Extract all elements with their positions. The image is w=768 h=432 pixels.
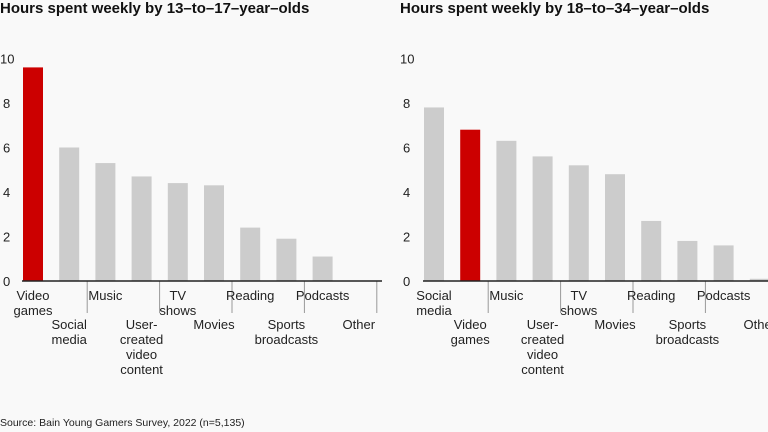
- x-tick-label: Sports: [669, 317, 707, 332]
- x-tick-label: TV: [570, 288, 587, 303]
- x-tick-label: Music: [489, 288, 523, 303]
- y-tick-label: 2: [403, 230, 410, 245]
- x-tick-label: TV: [169, 288, 186, 303]
- bar: [677, 240, 698, 281]
- x-tick-label: Reading: [627, 288, 675, 303]
- bar: [713, 245, 734, 281]
- y-tick-label: 0: [3, 274, 10, 289]
- chart-title-left: Hours spent weekly by 13–to–17–year–olds: [0, 0, 310, 17]
- x-tick-label: video: [126, 347, 157, 362]
- bar: [496, 140, 517, 281]
- x-tick-label: broadcasts: [656, 332, 720, 347]
- bar: [605, 174, 625, 281]
- x-tick-label: Movies: [594, 317, 636, 332]
- x-tick-label: shows: [159, 303, 196, 318]
- x-tick-label: content: [521, 362, 564, 377]
- bar: [424, 107, 444, 281]
- bar: [240, 227, 261, 281]
- x-tick-label: created: [521, 332, 564, 347]
- source-note: Source: Bain Young Gamers Survey, 2022 (…: [0, 417, 245, 429]
- x-tick-label: Sports: [268, 317, 306, 332]
- bar: [568, 165, 589, 281]
- x-tick-label: Video: [16, 288, 49, 303]
- y-tick-label: 8: [403, 96, 410, 111]
- bar: [131, 176, 152, 281]
- x-tick-label: Video: [454, 317, 487, 332]
- y-tick-label: 6: [403, 141, 410, 156]
- x-tick-label: media: [416, 303, 452, 318]
- bar: [59, 147, 80, 281]
- x-tick-label: video: [527, 347, 558, 362]
- x-tick-label: Music: [88, 288, 122, 303]
- bar: [749, 278, 768, 281]
- x-tick-label: Other: [343, 317, 376, 332]
- bar: [532, 156, 553, 281]
- x-tick-label: Social: [416, 288, 452, 303]
- bar: [95, 163, 116, 281]
- y-tick-label: 4: [403, 185, 410, 200]
- y-tick-label: 6: [3, 141, 10, 156]
- x-tick-label: shows: [560, 303, 597, 318]
- x-tick-label: Movies: [193, 317, 235, 332]
- y-tick-label: 2: [3, 230, 10, 245]
- y-tick-label: 4: [3, 185, 10, 200]
- x-tick-label: User-: [126, 317, 158, 332]
- y-tick-label: 0: [403, 274, 410, 289]
- x-tick-label: Social: [51, 317, 87, 332]
- x-tick-label: Podcasts: [296, 288, 350, 303]
- bar: [276, 238, 297, 281]
- y-tick-label: 10: [0, 52, 14, 67]
- x-tick-label: Other: [744, 317, 768, 332]
- bar: [460, 129, 481, 281]
- x-tick-label: broadcasts: [255, 332, 319, 347]
- bar: [167, 183, 188, 281]
- x-tick-label: User-: [527, 317, 559, 332]
- x-tick-label: created: [120, 332, 163, 347]
- x-tick-label: content: [120, 362, 163, 377]
- y-tick-label: 8: [3, 96, 10, 111]
- x-tick-label: games: [13, 303, 53, 318]
- x-tick-label: games: [451, 332, 491, 347]
- bar: [312, 256, 333, 281]
- x-tick-label: Podcasts: [697, 288, 751, 303]
- bar: [23, 67, 43, 282]
- bar: [204, 185, 224, 281]
- x-tick-label: media: [51, 332, 87, 347]
- bar: [641, 220, 662, 281]
- y-tick-label: 10: [400, 52, 414, 67]
- x-tick-label: Reading: [226, 288, 274, 303]
- chart-title-right: Hours spent weekly by 18–to–34–year–olds: [400, 0, 710, 17]
